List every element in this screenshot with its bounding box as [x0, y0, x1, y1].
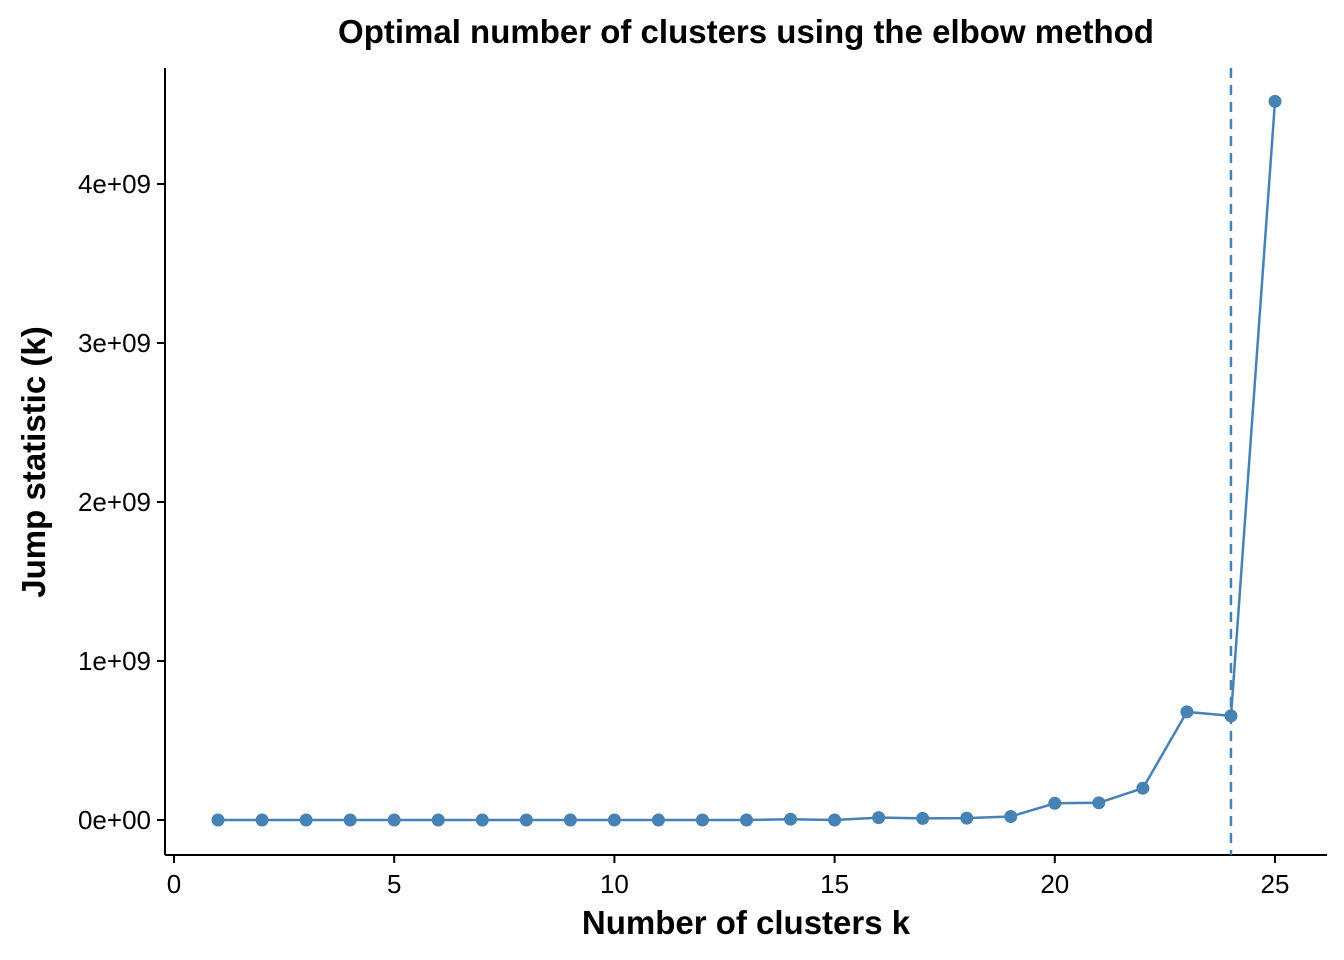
data-point — [784, 812, 798, 826]
data-point — [255, 813, 269, 827]
data-point — [960, 811, 974, 825]
data-point — [1268, 94, 1282, 108]
data-point — [916, 811, 930, 825]
data-point — [299, 813, 313, 827]
data-point — [1048, 796, 1062, 810]
plot-area: 0 5 10 15 20 25 0e+00 1e+09 2e+09 3e+09 4e+09 — [78, 68, 1327, 899]
chart-title: Optimal number of clusters using the elb… — [338, 13, 1154, 50]
x-tick-label: 10 — [600, 869, 629, 899]
data-point — [519, 813, 533, 827]
data-point — [343, 813, 357, 827]
x-tick-label: 5 — [387, 869, 401, 899]
x-tick-label: 20 — [1040, 869, 1069, 899]
y-tick-label: 3e+09 — [78, 328, 151, 358]
data-point — [1224, 709, 1238, 723]
x-tick-label: 25 — [1261, 869, 1290, 899]
y-tick-label: 4e+09 — [78, 169, 151, 199]
y-tick-label: 2e+09 — [78, 487, 151, 517]
data-point — [211, 813, 225, 827]
x-axis-title: Number of clusters k — [582, 904, 911, 941]
data-point — [431, 813, 445, 827]
data-point — [1136, 781, 1150, 795]
y-tick-label: 1e+09 — [78, 646, 151, 676]
data-point — [740, 813, 754, 827]
x-tick-label: 15 — [820, 869, 849, 899]
data-point — [1092, 796, 1106, 810]
data-point — [651, 813, 665, 827]
data-point — [475, 813, 489, 827]
series-line — [218, 101, 1277, 822]
data-point — [872, 811, 886, 825]
y-tick-label: 0e+00 — [78, 805, 151, 835]
data-point — [1004, 810, 1018, 824]
x-tick-label: 0 — [167, 869, 181, 899]
y-axis-title: Jump statistic (k) — [15, 326, 52, 597]
data-point — [387, 813, 401, 827]
data-point — [828, 813, 842, 827]
data-point — [607, 813, 621, 827]
data-point — [563, 813, 577, 827]
data-point — [1180, 705, 1194, 719]
data-point — [695, 813, 709, 827]
